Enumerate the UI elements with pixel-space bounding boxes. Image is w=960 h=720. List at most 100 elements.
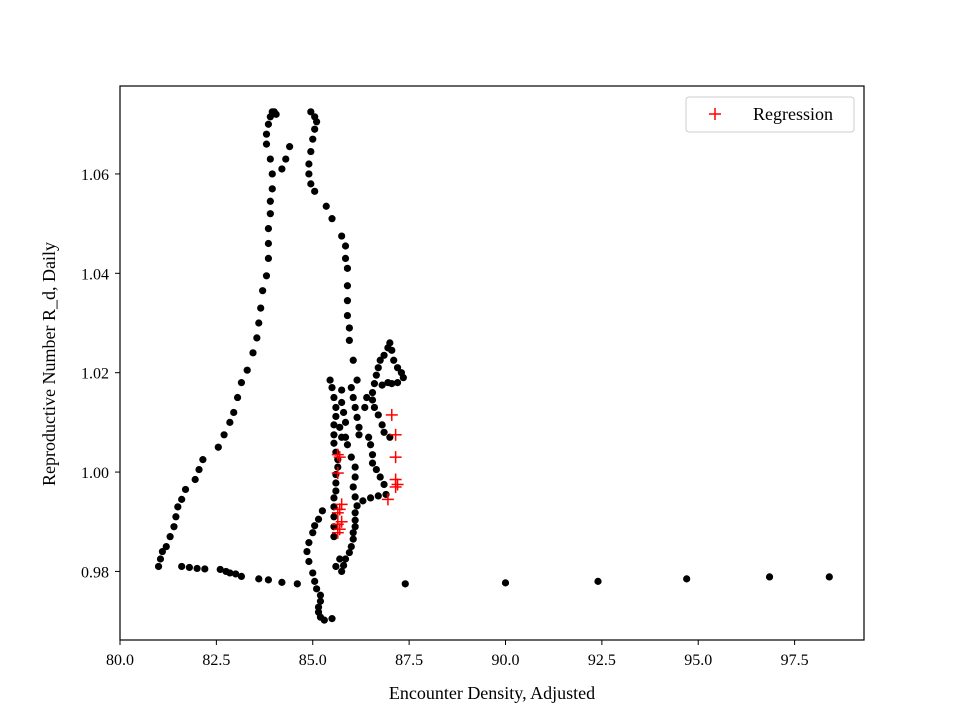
data-point (264, 224, 273, 233)
data-point (174, 503, 182, 511)
data-point (353, 502, 361, 510)
data-point (266, 197, 274, 205)
regression-point (381, 493, 394, 506)
data-point (305, 557, 313, 566)
regression-point (333, 523, 346, 536)
data-point (345, 336, 353, 344)
data-point (349, 535, 357, 543)
regression-point (333, 503, 346, 516)
data-point (347, 453, 355, 461)
data-point (349, 393, 357, 402)
data-point (158, 547, 167, 556)
data-point (214, 443, 222, 451)
x-axis-label: Encounter Density, Adjusted (389, 683, 595, 703)
data-point (262, 140, 271, 148)
data-point (332, 487, 340, 495)
data-point (243, 366, 251, 374)
data-point (368, 459, 377, 467)
regression-point (333, 451, 346, 464)
data-point (393, 364, 402, 372)
y-axis-ticks: 0.98 1.00 1.02 1.04 1.06 (81, 167, 120, 581)
data-point (314, 515, 323, 523)
data-point (268, 170, 276, 178)
data-point (366, 494, 375, 502)
data-point (341, 555, 350, 563)
data-point (230, 408, 238, 417)
x-tick-label: 95.0 (684, 652, 712, 669)
legend: Regression (685, 96, 855, 133)
regression-point (385, 408, 398, 421)
data-point (305, 170, 313, 178)
legend-plus-marker (709, 108, 721, 120)
x-tick-label: 82.5 (202, 652, 230, 669)
y-tick-label: 1.04 (81, 266, 109, 283)
data-point (380, 351, 388, 359)
data-point (253, 334, 261, 342)
x-tick-label: 85.0 (299, 652, 327, 669)
legend-box (685, 96, 855, 133)
regression-point (389, 428, 402, 441)
data-point (311, 187, 319, 195)
data-point (328, 383, 336, 392)
data-point (316, 597, 325, 605)
y-tick-label: 1.02 (81, 366, 109, 383)
y-tick-label: 1.06 (81, 167, 109, 184)
data-point (199, 456, 207, 464)
data-point (339, 561, 348, 570)
data-point (368, 388, 377, 397)
data-point (326, 376, 334, 384)
data-point (156, 555, 165, 563)
regression-point (391, 478, 404, 491)
data-point (233, 393, 242, 402)
data-point (266, 155, 274, 163)
data-point (384, 379, 392, 387)
data-point (314, 603, 323, 611)
data-point (195, 465, 203, 474)
data-point (232, 570, 240, 578)
data-point (309, 569, 317, 577)
data-point (166, 533, 174, 541)
data-point (365, 433, 373, 441)
regression-point (331, 467, 344, 480)
data-point (201, 565, 209, 573)
data-point (351, 403, 359, 412)
data-point (341, 418, 350, 426)
data-point (330, 533, 338, 541)
x-tick-label: 92.5 (588, 652, 616, 669)
data-point (374, 492, 382, 500)
data-point (380, 480, 388, 489)
data-point (191, 475, 199, 484)
data-point (330, 431, 338, 439)
data-point (368, 396, 377, 404)
data-point (378, 421, 386, 429)
data-point (380, 428, 388, 436)
data-point (311, 577, 319, 585)
data-point (282, 155, 290, 163)
regression-point (389, 451, 402, 464)
data-point (330, 421, 338, 429)
data-point (237, 379, 246, 387)
data-point (259, 287, 267, 295)
data-point (351, 523, 359, 531)
data-point (347, 542, 355, 551)
data-point (330, 513, 338, 521)
data-point (307, 147, 315, 156)
data-point (332, 479, 340, 487)
data-point (351, 516, 359, 524)
data-point (355, 431, 363, 439)
data-point (368, 451, 377, 459)
data-point (353, 376, 361, 384)
data-point (278, 578, 286, 586)
data-point (399, 374, 407, 382)
data-point (332, 562, 340, 571)
data-point (226, 569, 234, 577)
data-point (376, 356, 384, 364)
data-point (216, 565, 224, 574)
data-point (338, 433, 346, 441)
data-point (401, 580, 409, 588)
data-point (226, 418, 234, 426)
data-marks (154, 108, 833, 624)
data-point (683, 575, 691, 583)
data-point (316, 591, 325, 599)
data-point (172, 513, 180, 521)
